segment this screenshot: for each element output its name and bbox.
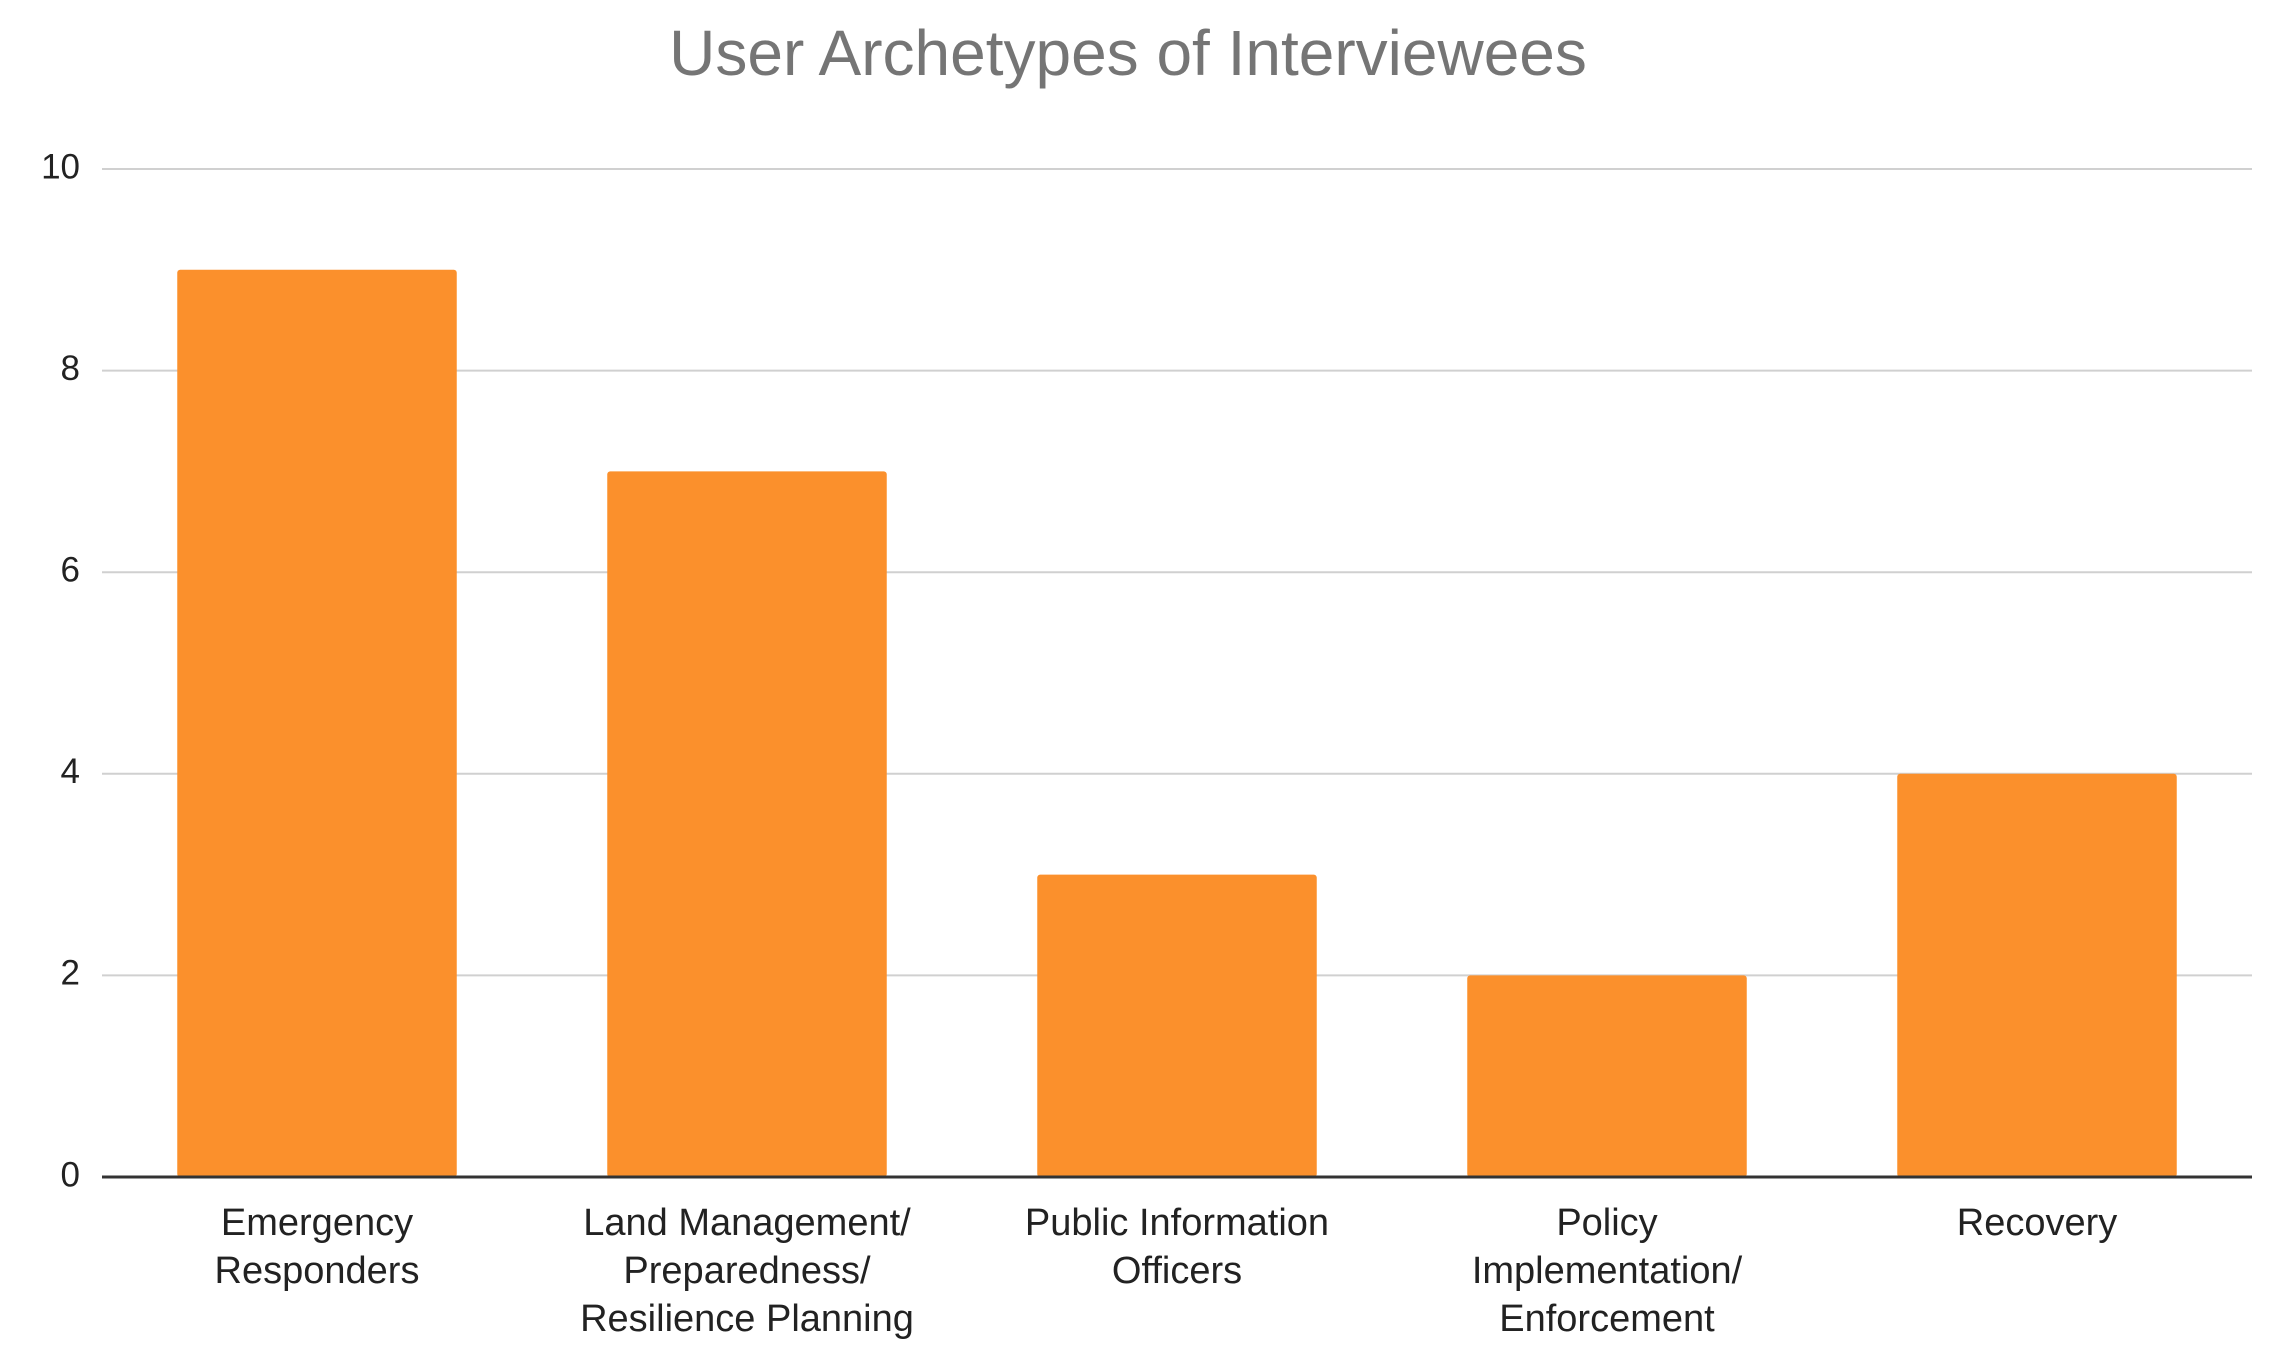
y-tick-label: 10 [41, 147, 80, 186]
x-tick-label: Policy Implementation/Enforcement [1472, 1202, 1743, 1340]
bar [1037, 874, 1317, 1177]
x-tick-label: Public Information Officers [1025, 1202, 1329, 1292]
y-tick-label: 2 [61, 954, 80, 993]
y-tick-label: 0 [61, 1155, 80, 1194]
y-tick-label: 4 [61, 752, 80, 791]
x-tick-label: Recovery [1957, 1202, 2118, 1244]
bar [177, 269, 457, 1177]
bar [1897, 773, 2177, 1177]
bar [1467, 975, 1747, 1177]
x-tick-label: Emergency Responders [215, 1202, 420, 1292]
x-tick-label: Land Management/Preparedness/Resilience … [580, 1202, 914, 1340]
y-tick-label: 8 [61, 349, 80, 388]
chart-title: User Archetypes of Interviewees [669, 17, 1587, 89]
y-tick-label: 6 [61, 550, 80, 589]
bar [607, 471, 887, 1177]
